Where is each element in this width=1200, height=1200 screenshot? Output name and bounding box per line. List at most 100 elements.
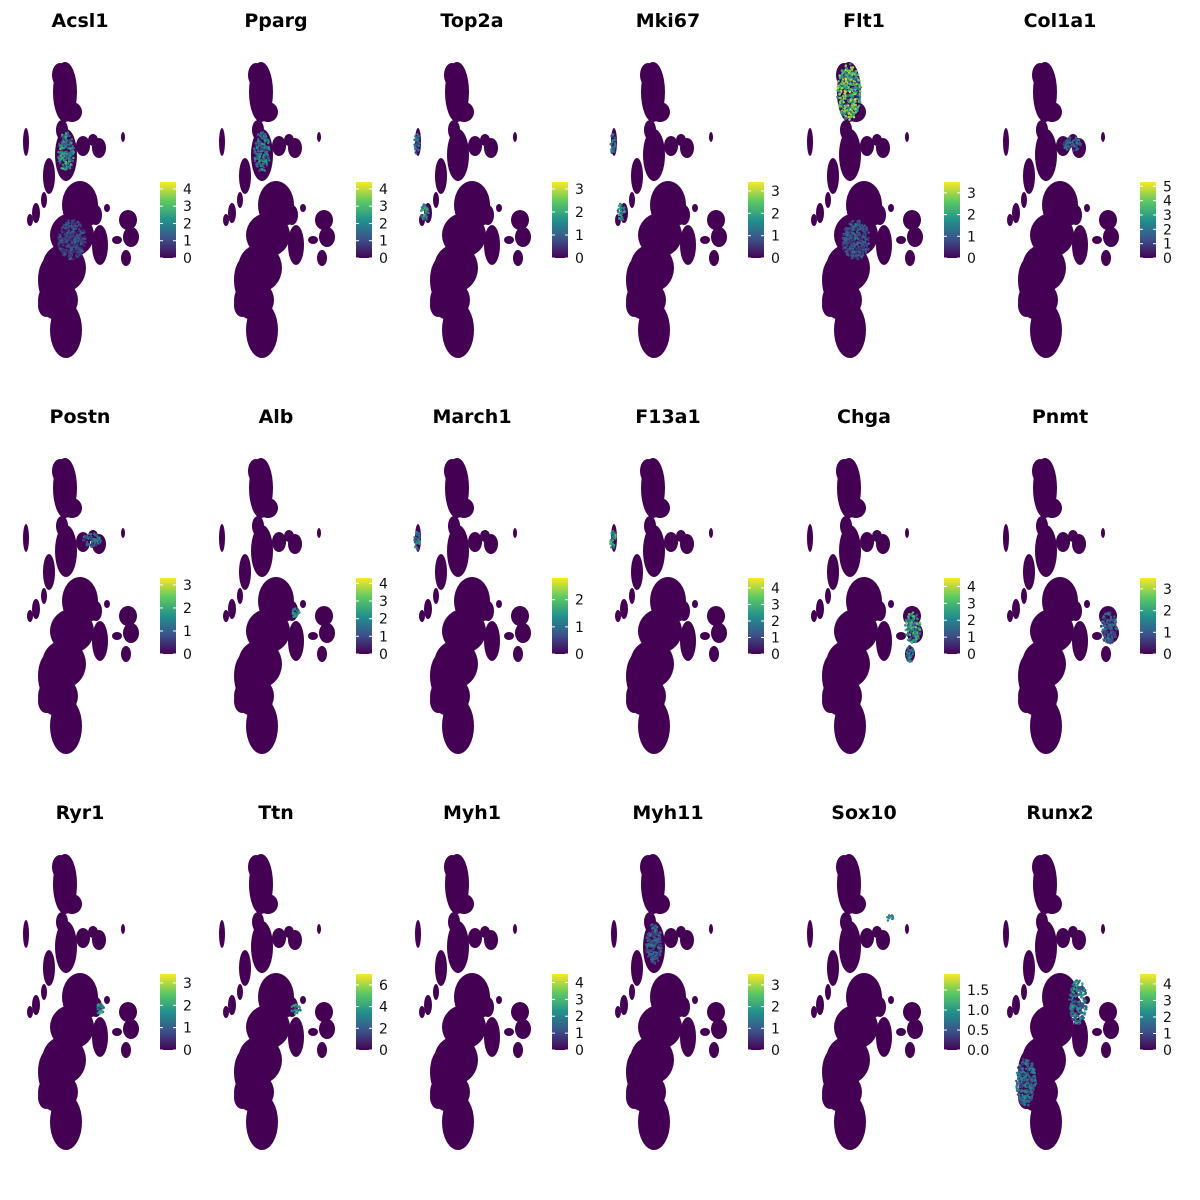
cell-point <box>1064 139 1068 142</box>
cell-point <box>613 148 616 151</box>
cell-cluster-shape <box>1084 204 1090 212</box>
cell-point <box>291 612 295 616</box>
cell-point <box>64 162 68 165</box>
cell-cluster-shape <box>285 219 291 225</box>
umap-cell-cloud <box>219 62 335 358</box>
cell-point <box>1063 141 1066 145</box>
cell-point <box>261 164 264 168</box>
cell-point <box>852 80 855 83</box>
umap-cell-cloud <box>807 62 923 358</box>
cell-point <box>1068 993 1071 996</box>
cell-cluster-shape <box>638 698 670 754</box>
cell-point <box>867 237 870 240</box>
colorbar-tick-label: 0 <box>379 1043 388 1059</box>
cell-point <box>1063 144 1067 147</box>
cell-cluster-shape <box>822 654 842 698</box>
cell-point <box>1113 631 1116 634</box>
cell-point <box>842 101 845 104</box>
cell-cluster-shape <box>484 621 500 661</box>
cell-cluster-shape <box>1018 689 1034 713</box>
cell-cluster-shape <box>1036 516 1048 536</box>
cell-cluster-shape <box>430 689 446 713</box>
cell-point <box>651 924 654 928</box>
colorbar-tick-label: 2 <box>771 614 780 630</box>
cell-point <box>1106 637 1110 640</box>
cell-point <box>1073 984 1076 988</box>
cell-point <box>1028 1077 1031 1080</box>
cell-cluster-shape <box>709 132 713 142</box>
cell-point <box>1101 628 1105 631</box>
cell-point <box>1111 619 1114 622</box>
cell-point <box>613 136 616 139</box>
cell-point <box>1102 625 1105 628</box>
feature-panel-alb: Alb 0 1 2 3 4 <box>196 396 392 792</box>
cell-point <box>848 90 852 94</box>
cell-point <box>912 615 915 618</box>
cell-point <box>1034 1078 1037 1082</box>
cell-point <box>838 77 842 80</box>
cell-cluster-shape <box>284 926 294 938</box>
cell-point <box>1069 141 1072 144</box>
feature-panel-svg: Acsl1 01 234 <box>23 10 192 358</box>
cell-cluster-shape <box>62 498 82 518</box>
cell-cluster-shape <box>419 1006 425 1018</box>
cell-cluster-shape <box>496 996 502 1004</box>
cell-point <box>1030 1086 1033 1090</box>
cell-point <box>1075 141 1078 145</box>
cell-point <box>1114 620 1117 623</box>
cell-cluster-shape <box>816 599 824 619</box>
cell-cluster-shape <box>112 236 122 244</box>
cell-cluster-shape <box>32 203 40 223</box>
cell-point <box>1024 1075 1028 1078</box>
cell-point <box>619 218 623 221</box>
cell-point <box>611 542 614 546</box>
cell-point <box>854 100 857 103</box>
cell-point <box>1105 619 1109 623</box>
cell-point <box>294 1008 297 1012</box>
cell-point <box>614 139 617 142</box>
cell-point <box>87 543 90 546</box>
cell-point <box>853 83 856 87</box>
cell-point <box>1018 1080 1022 1083</box>
cell-cluster-shape <box>1072 225 1088 265</box>
cell-point <box>914 633 917 636</box>
cell-point <box>76 220 80 224</box>
cell-cluster-shape <box>56 912 68 932</box>
feature-panel-mki67: Mki67 0 1 2 3 <box>588 0 784 396</box>
cell-cluster-shape <box>248 855 264 879</box>
cell-point <box>67 159 71 162</box>
cell-point <box>265 162 269 165</box>
cell-point <box>1079 144 1082 147</box>
cell-point <box>1076 147 1080 151</box>
cell-point <box>74 240 77 243</box>
cell-point <box>76 255 80 258</box>
cell-point <box>1082 997 1085 1000</box>
cell-point <box>1033 1081 1037 1084</box>
cell-point <box>292 1004 295 1007</box>
cell-point <box>259 163 262 166</box>
cell-point <box>292 615 295 619</box>
cell-point <box>1026 1097 1029 1100</box>
cell-point <box>843 75 846 78</box>
cell-point <box>68 151 71 155</box>
cell-point <box>1023 1103 1026 1107</box>
colorbar-tick-label: 0 <box>183 1043 192 1059</box>
cell-cluster-shape <box>626 654 646 698</box>
cell-point <box>858 88 861 91</box>
cell-point <box>611 150 614 153</box>
cell-point <box>912 629 915 632</box>
colorbar-tick-label: 4 <box>1163 194 1172 210</box>
cell-point <box>65 165 69 169</box>
cell-point <box>918 632 922 635</box>
colorbar-tick-label: 2 <box>1163 1010 1172 1026</box>
cell-point <box>1080 1002 1083 1006</box>
cell-point <box>61 163 65 166</box>
cell-point <box>646 934 649 938</box>
cell-cluster-shape <box>481 615 487 621</box>
cell-point <box>59 147 62 151</box>
cell-point <box>844 227 847 230</box>
cell-point <box>653 956 656 959</box>
cell-point <box>254 142 258 145</box>
cell-point <box>855 82 858 86</box>
